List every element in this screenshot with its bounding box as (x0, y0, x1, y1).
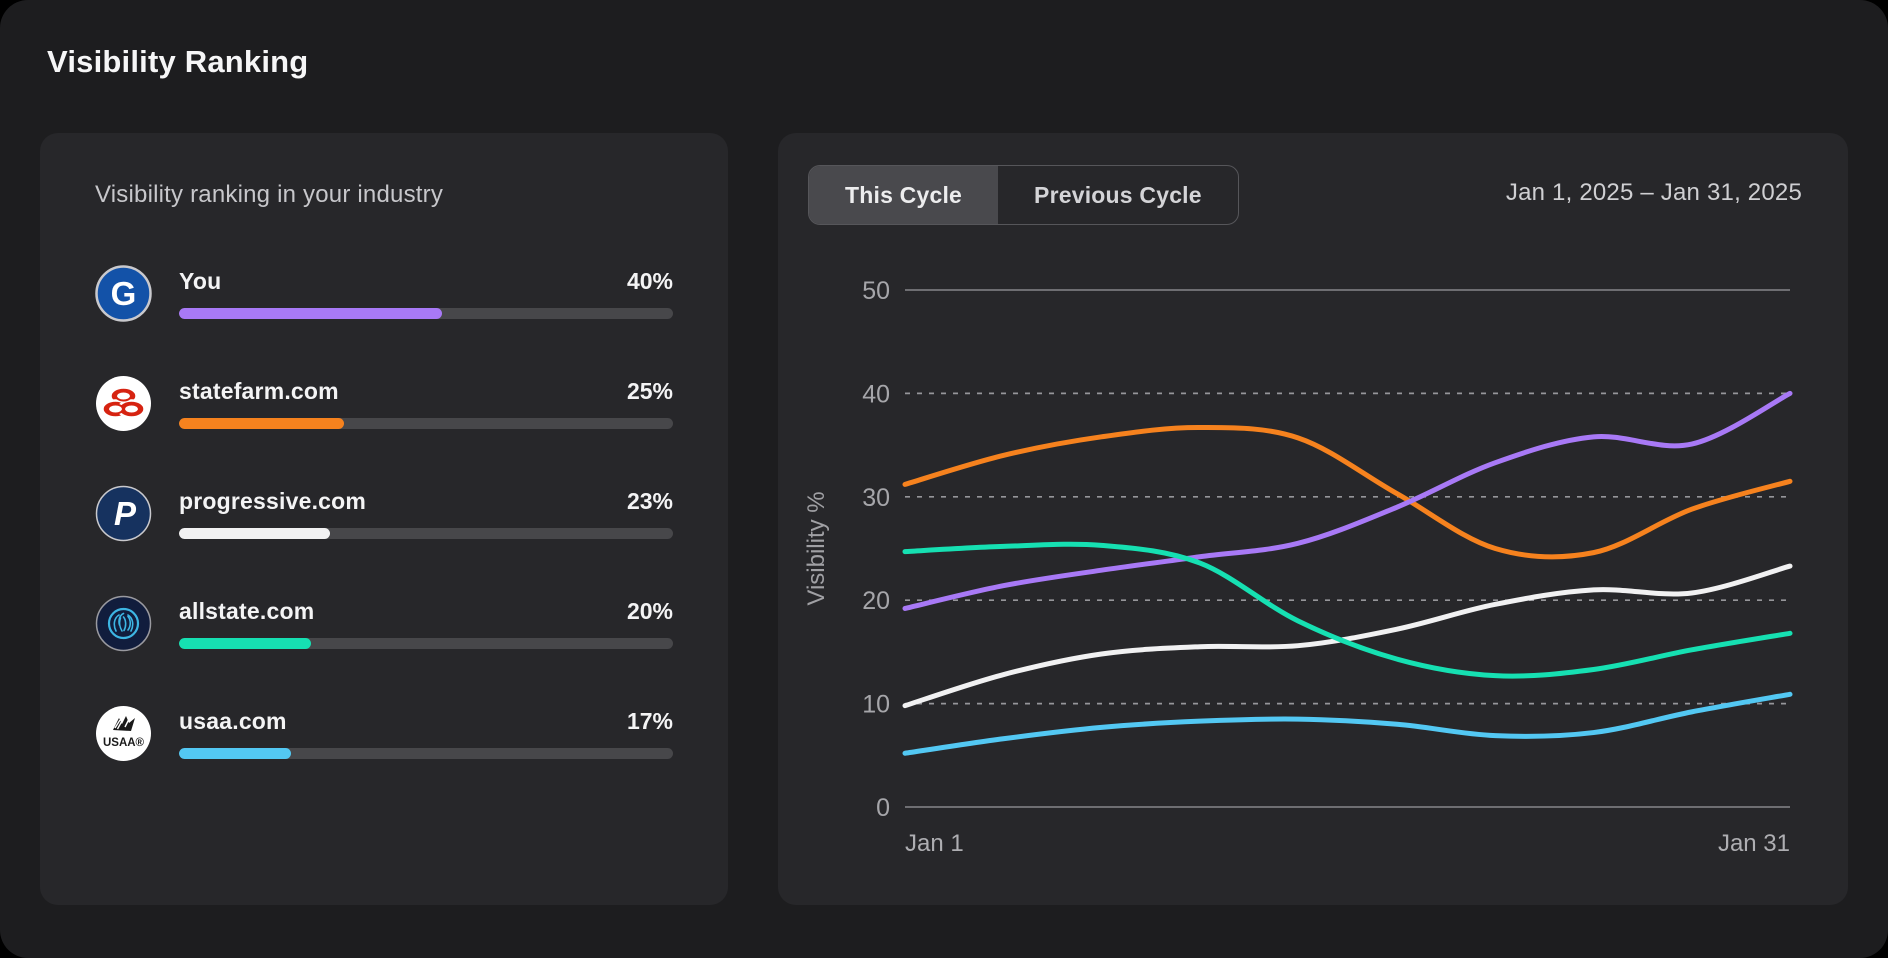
geico-logo-icon: G (95, 265, 152, 322)
progress-track (179, 528, 673, 539)
visibility-percent: 17% (626, 708, 673, 734)
progress-fill (179, 528, 331, 539)
progress-fill (179, 418, 344, 429)
y-tick-label: 50 (862, 277, 890, 305)
y-tick-label: 40 (862, 380, 890, 408)
page-title: Visibility Ranking (47, 44, 309, 79)
svg-text:P: P (114, 495, 137, 532)
y-axis-label: Visibility % (803, 491, 830, 605)
competitor-name: You (179, 268, 222, 294)
usaa-logo-icon: USAA® (95, 705, 152, 762)
progress-track (179, 418, 673, 429)
series-line-you (902, 390, 1793, 611)
progress-track (179, 748, 673, 759)
series-line-usaa-com (902, 691, 1793, 756)
date-range-label: Jan 1, 2025 – Jan 31, 2025 (1505, 179, 1802, 206)
y-tick-label: 10 (862, 691, 890, 719)
progress-fill (179, 748, 291, 759)
ranking-list: G You 40% (95, 265, 673, 762)
ranking-row-progressive: P progressive.com 23% (95, 485, 673, 542)
ranking-card-title: Visibility ranking in your industry (95, 181, 444, 208)
series-line-statefarm-com (902, 425, 1793, 560)
x-tick-label-end: Jan 31 (1718, 830, 1790, 857)
competitor-name: allstate.com (179, 598, 315, 624)
visibility-percent: 40% (626, 268, 673, 294)
y-tick-label: 0 (876, 794, 890, 822)
ranking-row-allstate: allstate.com 20% (95, 595, 673, 652)
competitor-name: statefarm.com (179, 378, 339, 404)
visibility-chart-card: This Cycle Previous Cycle Jan 1, 2025 – … (778, 133, 1848, 905)
series-line-progressive-com (902, 563, 1793, 709)
progress-fill (179, 638, 311, 649)
x-tick-label-start: Jan 1 (905, 830, 964, 857)
competitor-name: usaa.com (179, 708, 287, 734)
tab-previous-cycle[interactable]: Previous Cycle (998, 166, 1238, 224)
progress-track (179, 308, 673, 319)
visibility-percent: 20% (626, 598, 673, 624)
svg-text:USAA®: USAA® (103, 737, 145, 749)
tab-this-cycle[interactable]: This Cycle (809, 166, 999, 224)
visibility-percent: 25% (626, 378, 673, 404)
ranking-card: Visibility ranking in your industry G Yo… (40, 133, 728, 905)
statefarm-logo-icon (95, 375, 152, 432)
ranking-row-you: G You 40% (95, 265, 673, 322)
svg-text:G: G (111, 275, 137, 312)
cycle-toggle: This Cycle Previous Cycle (808, 165, 1239, 225)
visibility-percent: 23% (626, 488, 673, 514)
y-tick-label: 30 (862, 484, 890, 512)
progressive-logo-icon: P (95, 485, 152, 542)
progress-track (179, 638, 673, 649)
ranking-row-usaa: USAA® usaa.com 17% (95, 705, 673, 762)
ranking-row-statefarm: statefarm.com 25% (95, 375, 673, 432)
y-tick-label: 20 (862, 587, 890, 615)
competitor-name: progressive.com (179, 488, 367, 514)
series-line-allstate-com (902, 541, 1793, 679)
allstate-logo-icon (95, 595, 152, 652)
progress-fill (179, 308, 443, 319)
visibility-line-chart: 0 10 20 30 40 50 Jan 1 Jan 31 Visibility % (778, 133, 1848, 905)
